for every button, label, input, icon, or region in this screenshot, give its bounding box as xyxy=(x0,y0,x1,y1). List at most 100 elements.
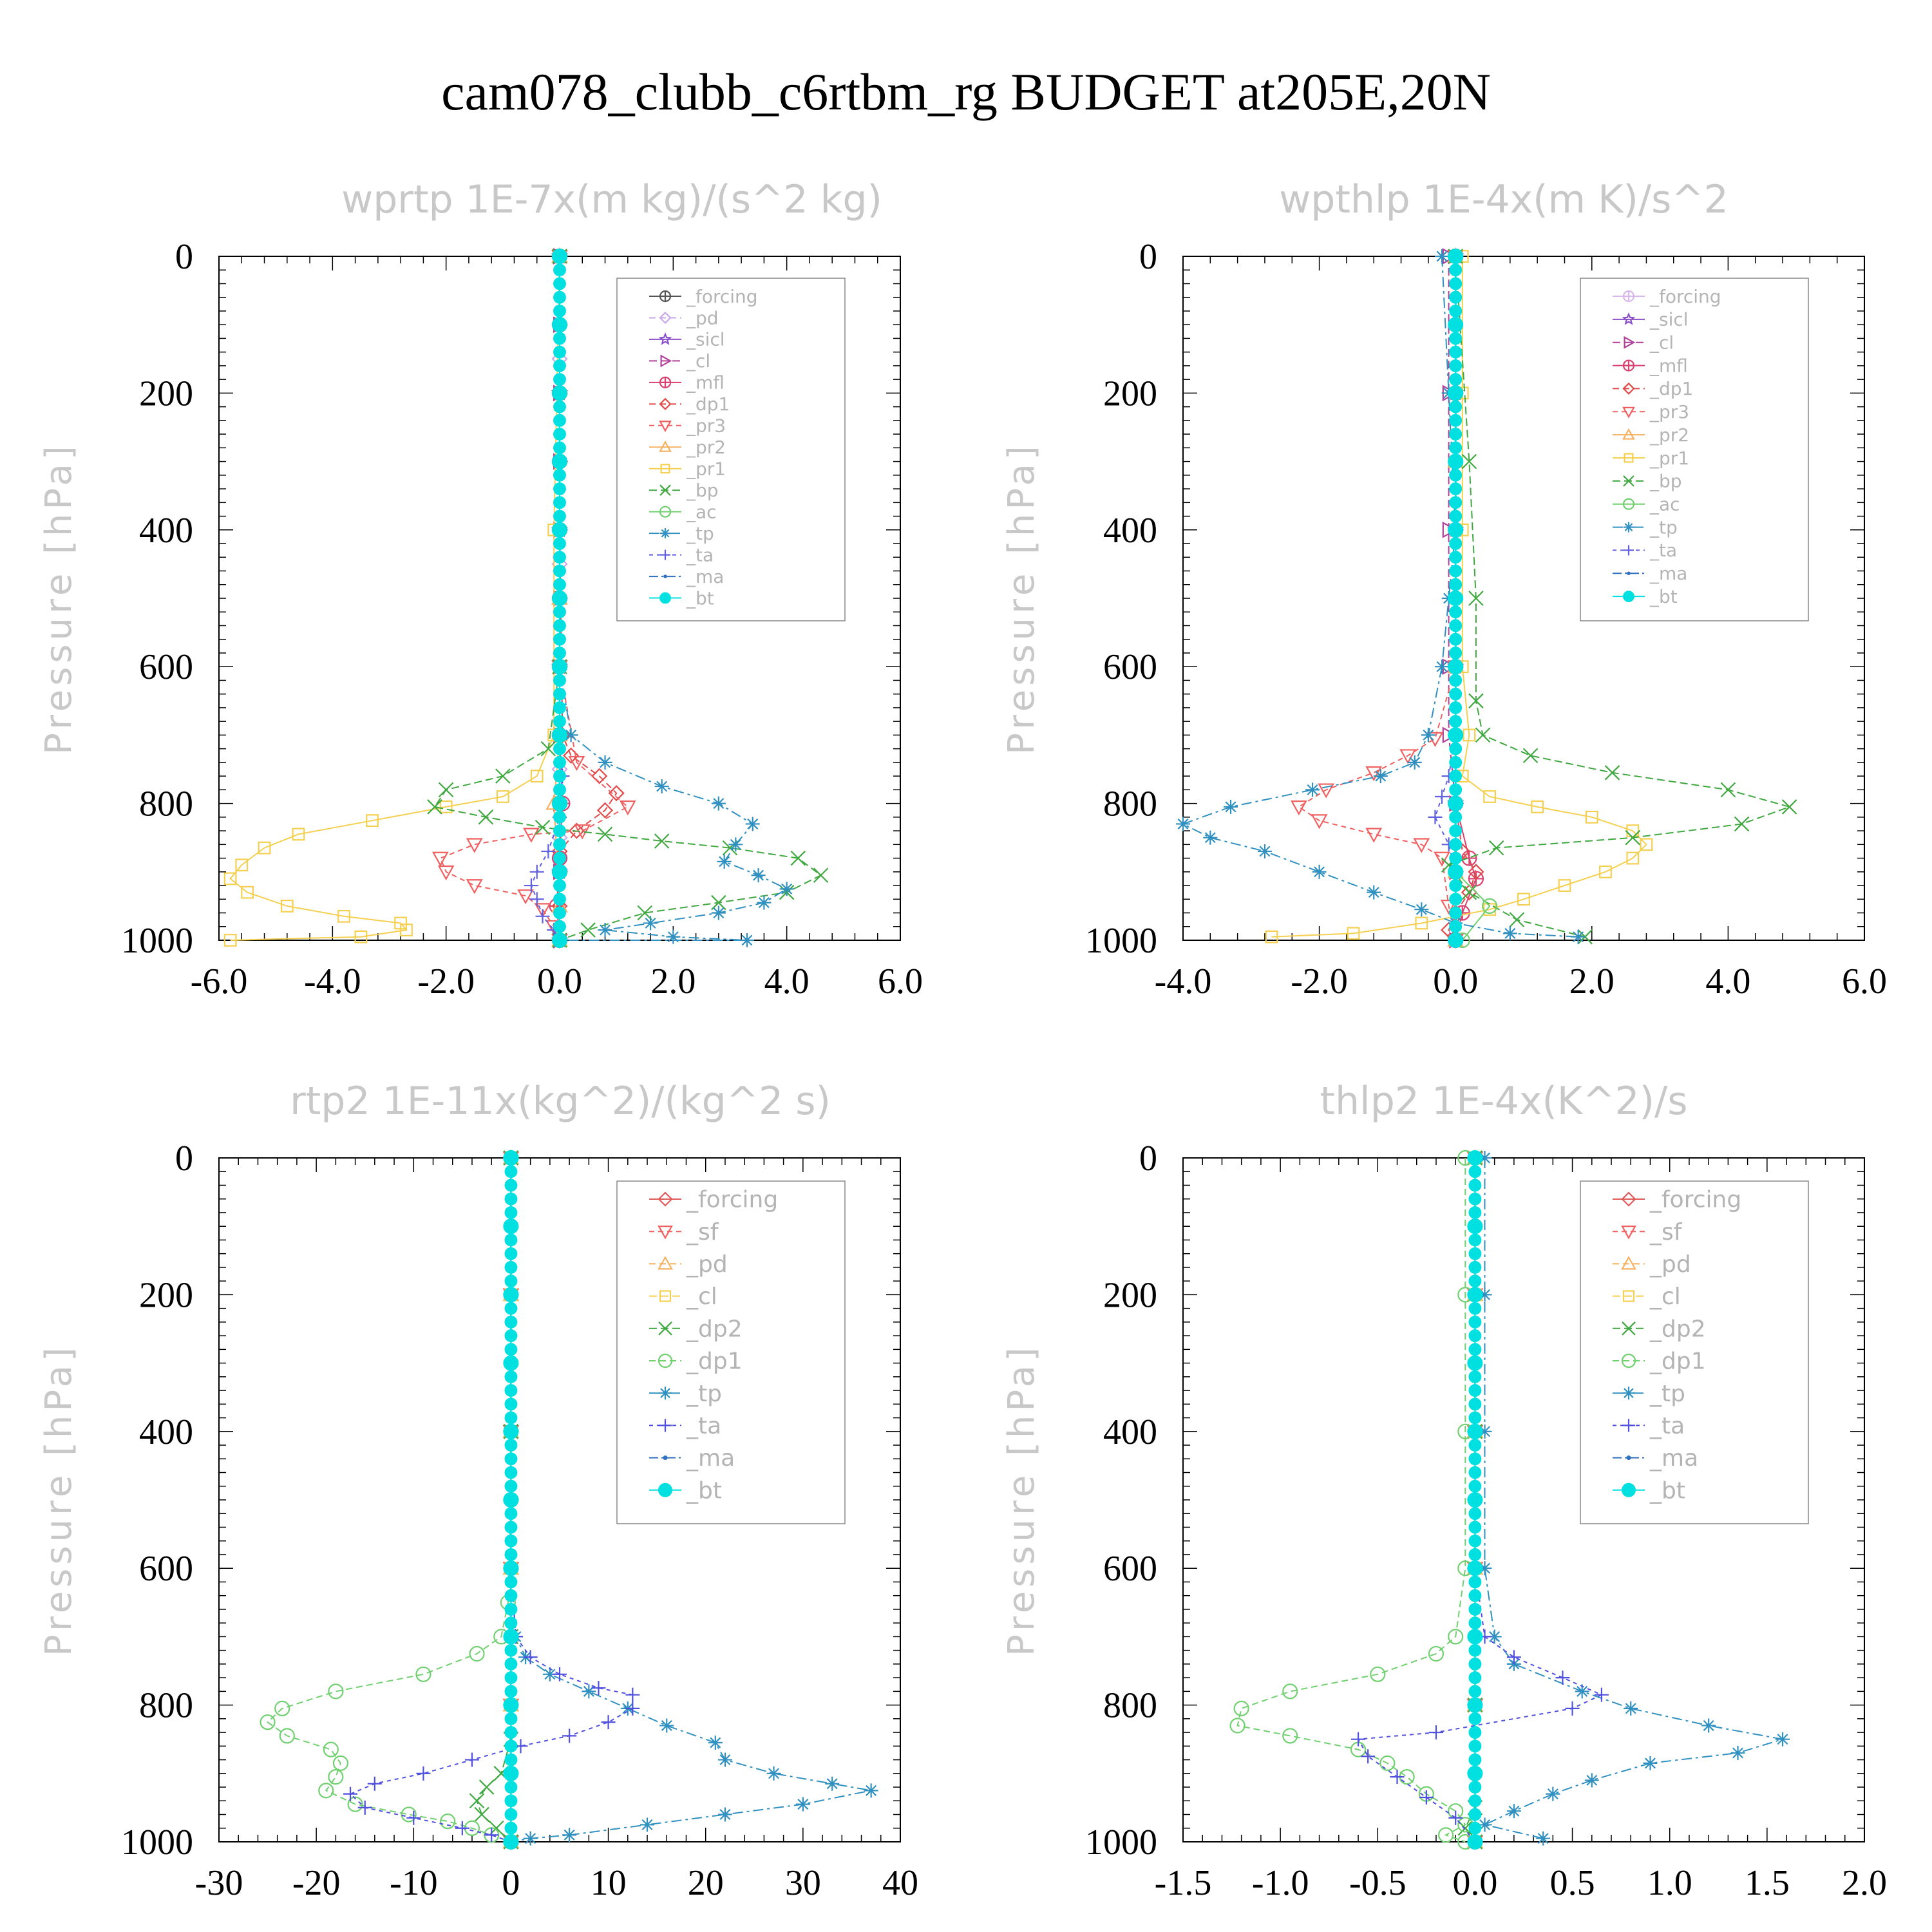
bt-point xyxy=(1468,1315,1482,1329)
bt-point xyxy=(504,1479,518,1493)
bt-point xyxy=(1449,468,1463,482)
bt-point xyxy=(504,1179,518,1192)
data-point xyxy=(563,747,580,764)
bt-point xyxy=(553,551,566,564)
bt-point xyxy=(1468,1753,1482,1766)
legend-item: _sicl xyxy=(1613,309,1689,330)
y-tick-label: 1000 xyxy=(1085,921,1157,961)
bt-point xyxy=(553,592,566,605)
bt-point xyxy=(504,1233,518,1247)
bt-point xyxy=(504,1602,518,1616)
legend-label: _bp xyxy=(1649,471,1682,492)
y-tick-label: 400 xyxy=(139,511,193,551)
bt-point xyxy=(1468,1589,1482,1602)
bt-point xyxy=(553,797,566,810)
legend-marker xyxy=(659,1387,672,1400)
data-point xyxy=(1390,1770,1405,1785)
legend-marker xyxy=(1622,1321,1636,1336)
legend-label: _ta xyxy=(686,1413,721,1439)
x-tick-label: -6.0 xyxy=(191,961,248,1001)
data-point xyxy=(562,1828,577,1842)
bt-point xyxy=(1468,1575,1482,1589)
x-tick-label: 6.0 xyxy=(878,961,923,1001)
bt-point xyxy=(504,1370,518,1383)
legend-item: _cl xyxy=(1613,332,1674,354)
bt-point xyxy=(1449,770,1463,783)
y-tick-label: 400 xyxy=(139,1412,193,1452)
data-point xyxy=(438,782,454,798)
legend-label: _bt xyxy=(1649,1477,1685,1504)
bt-marker-column xyxy=(504,1151,518,1848)
data-point xyxy=(292,828,305,841)
bt-point xyxy=(553,305,566,317)
data-point xyxy=(1625,829,1641,846)
legend-item: _bt xyxy=(649,587,714,609)
legend-label: _bt xyxy=(686,587,714,609)
legend-marker xyxy=(1621,1353,1636,1368)
bt-point xyxy=(504,1726,518,1739)
data-point xyxy=(1509,912,1525,927)
y-tick-label: 200 xyxy=(1103,1275,1157,1315)
data-point xyxy=(654,779,669,794)
bt-point xyxy=(504,1192,518,1206)
bt-point xyxy=(1449,290,1463,304)
legend-label: _pr2 xyxy=(686,437,726,458)
figure-title: cam078_clubb_c6rtbm_rg BUDGET at205E,20N xyxy=(441,62,1491,121)
legend-marker xyxy=(1622,1290,1635,1302)
legend-marker xyxy=(1622,428,1635,440)
bt-point xyxy=(1468,1192,1482,1206)
legend-marker xyxy=(660,549,670,560)
data-point xyxy=(666,929,681,944)
bt-point xyxy=(1449,783,1463,797)
legend-box xyxy=(1580,278,1809,621)
bt-point xyxy=(1468,1534,1482,1548)
bt-point xyxy=(553,632,566,646)
legend-marker xyxy=(1624,545,1634,556)
y-axis-label: Pressure [hPa] xyxy=(38,442,80,755)
bt-point xyxy=(1449,332,1463,345)
legend-label: _tp xyxy=(686,1381,722,1407)
bt-point xyxy=(504,1534,518,1548)
legend-label: _forcing xyxy=(686,286,758,307)
data-point xyxy=(347,1796,363,1812)
bt-point xyxy=(1449,455,1463,468)
data-point xyxy=(637,905,653,921)
data-point xyxy=(223,934,237,947)
data-point xyxy=(813,867,829,883)
legend-marker xyxy=(1622,312,1636,325)
x-tick-label: -4.0 xyxy=(1155,961,1212,1001)
legend-label: _ac xyxy=(1649,494,1680,515)
legend-marker xyxy=(1623,591,1634,603)
bt-point xyxy=(1449,838,1463,851)
legend-item: _ma xyxy=(1613,1445,1698,1472)
data-point xyxy=(1781,799,1797,815)
bt-point xyxy=(1468,1808,1482,1821)
legend-item: _forcing xyxy=(649,286,758,307)
bt-point xyxy=(1468,1233,1482,1247)
data-point xyxy=(343,1786,358,1801)
legend-label: _tp xyxy=(686,523,714,544)
legend-marker xyxy=(1624,522,1634,533)
data-point xyxy=(1361,1749,1376,1764)
legend-marker xyxy=(659,592,671,604)
legend-label: _forcing xyxy=(1649,286,1721,307)
bt-point xyxy=(504,1356,518,1370)
series-line xyxy=(433,256,822,941)
bt-point xyxy=(553,687,566,701)
panel-title: wprtp 1E-7x(m kg)/(s^2 kg) xyxy=(341,177,882,222)
panel-title: rtp2 1E-11x(kg^2)/(kg^2 s) xyxy=(290,1079,831,1124)
bt-point xyxy=(1449,373,1463,386)
x-tick-label: 40 xyxy=(882,1863,918,1903)
bt-point xyxy=(1449,400,1463,413)
series-line xyxy=(439,256,629,941)
data-point xyxy=(1351,1732,1366,1747)
data-point xyxy=(439,800,453,813)
data-point xyxy=(779,882,794,896)
bt-point xyxy=(504,1685,518,1698)
data-point xyxy=(1367,885,1381,900)
data-point xyxy=(478,1779,495,1795)
data-point xyxy=(1224,799,1238,814)
data-point xyxy=(1522,748,1539,764)
legend-marker xyxy=(659,506,672,518)
legend-label: _pr3 xyxy=(1649,401,1689,422)
